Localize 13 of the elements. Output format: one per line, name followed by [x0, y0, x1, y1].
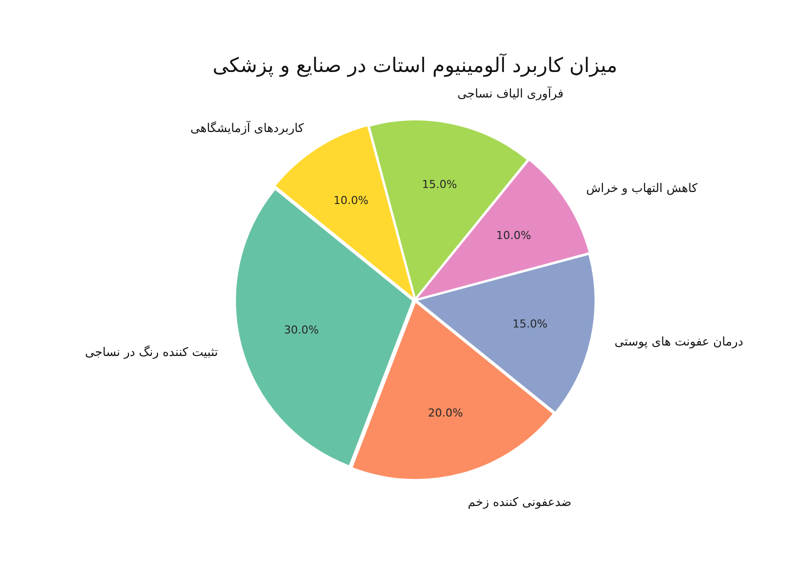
slice-label: تثبیت کننده رنگ در نساجی — [85, 344, 218, 359]
slice-label: فرآوری الیاف نساجی — [457, 86, 564, 101]
data-label: 20.0% — [428, 406, 463, 420]
data-label: 10.0% — [496, 228, 532, 242]
slice-label: کاهش التهاب و خراش — [586, 181, 698, 196]
data-label: 15.0% — [422, 178, 457, 191]
slice-label: کاربردهای آزمایشگاهی — [190, 120, 304, 136]
slice-label: درمان عفونت های پوستی — [614, 334, 744, 349]
data-label: 30.0% — [284, 323, 319, 336]
slice-label: ضدعفونی کننده زخم — [468, 495, 572, 510]
data-label: 15.0% — [512, 317, 548, 330]
chart-title: میزان کاربرد آلومینیوم استات در صنایع و پزشکی — [212, 53, 618, 78]
data-label: 10.0% — [333, 194, 368, 208]
